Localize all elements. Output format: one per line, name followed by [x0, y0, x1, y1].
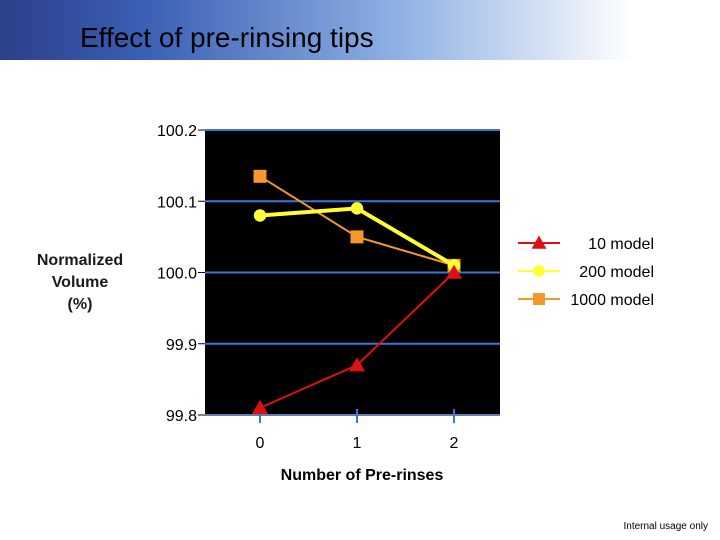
- legend-label: 200 model: [579, 264, 654, 281]
- legend-item-10-model: 10 model: [518, 235, 654, 253]
- series-200-model: [253, 202, 461, 272]
- x-axis-title: Number of Pre-rinses: [281, 467, 444, 484]
- x-tick-label: 0: [256, 435, 265, 452]
- y-axis-ticks: 100.2 100.1 100.0 99.9 99.8: [157, 123, 205, 425]
- data-point-1000-model: [350, 230, 364, 244]
- data-point-200-model: [253, 209, 267, 222]
- slide-title: Effect of pre-rinsing tips: [80, 22, 374, 53]
- y-tick-label: 99.9: [166, 337, 197, 354]
- data-point-10-model: [251, 399, 269, 415]
- data-point-10-model: [445, 264, 463, 279]
- legend-item-200-model: 200 model: [518, 264, 654, 281]
- y-axis-label: Normalized Volume (%): [20, 250, 140, 316]
- y-axis-label-line-2: Volume: [51, 274, 109, 291]
- y-axis-label-line-3: (%): [67, 296, 93, 313]
- title-bar: [0, 0, 720, 60]
- x-tick-label: 2: [450, 435, 459, 452]
- data-point-10-model: [348, 357, 366, 372]
- legend-label: 1000 model: [570, 292, 654, 309]
- y-axis-label-line-1: Normalized: [36, 252, 124, 269]
- legend-marker: [531, 235, 547, 249]
- footer-note: Internal usage only: [623, 521, 708, 532]
- legend: 10 model 200 model 1000 model: [518, 235, 654, 309]
- legend-marker: [533, 293, 545, 305]
- series-10-model: [251, 264, 463, 415]
- x-tick-label: 1: [353, 435, 362, 452]
- legend-label: 10 model: [588, 236, 654, 253]
- y-tick-label: 100.0: [157, 266, 197, 283]
- legend-marker: [533, 265, 545, 277]
- data-point-200-model: [350, 202, 364, 215]
- series-layer: [251, 169, 463, 415]
- y-tick-label: 99.8: [166, 408, 197, 425]
- data-point-1000-model: [253, 169, 267, 183]
- legend-item-1000-model: 1000 model: [518, 292, 654, 309]
- x-axis-ticks: 0 1 2: [205, 409, 500, 452]
- y-tick-label: 100.1: [157, 194, 197, 211]
- y-tick-label: 100.2: [157, 123, 197, 140]
